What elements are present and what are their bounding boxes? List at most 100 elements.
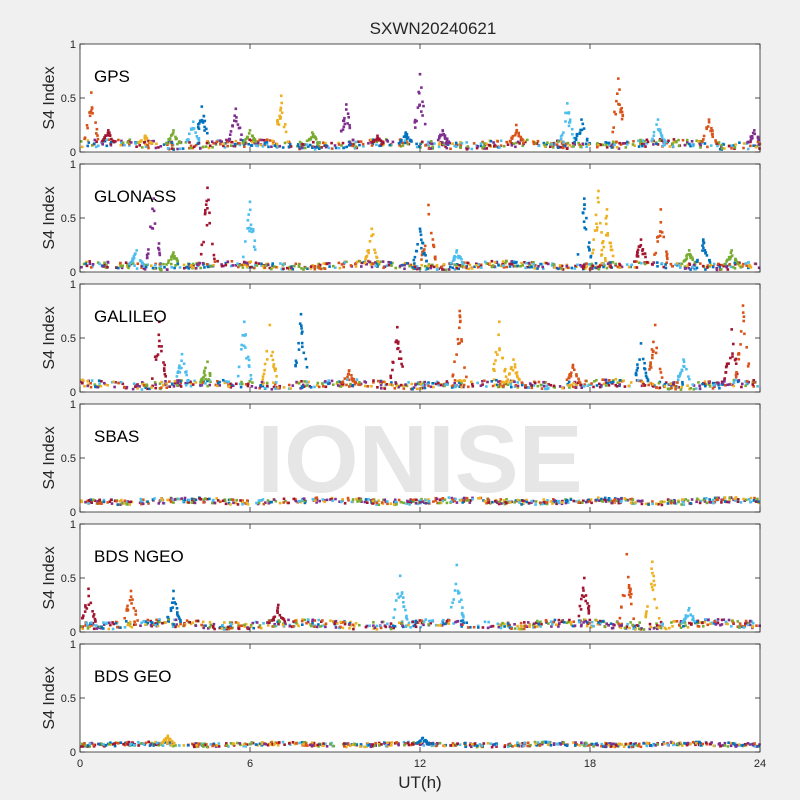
data-point — [369, 499, 373, 502]
data-point — [309, 136, 313, 139]
data-point — [313, 264, 317, 268]
data-point — [235, 116, 238, 119]
data-point — [512, 358, 515, 361]
data-point — [718, 263, 722, 267]
data-point — [173, 382, 177, 385]
data-point — [496, 145, 499, 149]
data-point — [724, 384, 727, 387]
data-point — [389, 622, 393, 625]
data-point — [416, 243, 419, 246]
data-point — [402, 384, 405, 387]
data-point — [516, 375, 519, 379]
system-label: BDS NGEO — [94, 547, 184, 566]
data-point — [146, 618, 150, 622]
data-point — [728, 383, 731, 386]
data-point — [427, 203, 430, 207]
data-point — [265, 138, 269, 141]
data-point — [95, 627, 99, 630]
data-point — [461, 619, 465, 622]
data-point — [584, 142, 588, 146]
data-point — [292, 620, 295, 623]
data-point — [685, 257, 689, 260]
data-point — [587, 610, 591, 613]
data-point — [584, 227, 588, 231]
data-point — [690, 498, 694, 501]
data-point — [652, 579, 656, 583]
data-point — [655, 142, 658, 146]
data-point — [486, 626, 490, 630]
data-point — [700, 141, 704, 145]
data-point — [459, 623, 463, 626]
data-point — [92, 623, 95, 627]
data-point — [508, 381, 512, 384]
data-point — [119, 381, 123, 384]
data-point — [637, 139, 640, 143]
data-point — [540, 622, 543, 626]
data-point — [272, 381, 275, 384]
data-point — [128, 262, 132, 266]
data-point — [653, 597, 656, 601]
data-point — [249, 374, 253, 377]
data-point — [351, 498, 355, 501]
data-point — [606, 262, 610, 266]
data-point — [248, 229, 251, 233]
data-point — [246, 219, 250, 222]
data-point — [337, 146, 341, 150]
data-point — [384, 625, 388, 629]
data-point — [485, 262, 488, 265]
data-point — [536, 267, 539, 270]
data-point — [96, 261, 100, 264]
data-point — [605, 622, 608, 625]
data-point — [283, 620, 287, 623]
data-point — [167, 259, 170, 262]
data-point — [697, 625, 701, 628]
data-point — [103, 136, 107, 140]
data-point — [698, 142, 702, 145]
data-point — [565, 147, 569, 150]
data-point — [600, 248, 604, 252]
data-point — [260, 380, 264, 384]
y-tick-label: 1 — [70, 279, 76, 291]
data-point — [241, 334, 245, 337]
data-point — [369, 263, 373, 266]
y-tick-label: 0 — [70, 627, 76, 639]
data-point — [192, 264, 195, 267]
data-point — [271, 266, 274, 269]
data-point — [176, 384, 179, 387]
data-point — [87, 141, 91, 144]
data-point — [176, 611, 179, 614]
data-point — [719, 744, 723, 748]
data-point — [395, 339, 398, 342]
data-point — [347, 369, 351, 372]
data-point — [585, 216, 588, 220]
data-point — [447, 140, 451, 143]
data-point — [575, 132, 579, 136]
data-point — [579, 383, 582, 387]
data-point — [191, 621, 194, 624]
data-point — [530, 499, 534, 503]
data-point — [732, 144, 735, 147]
data-point — [551, 502, 554, 505]
data-point — [513, 133, 517, 137]
data-point — [388, 143, 392, 147]
data-point — [184, 370, 187, 374]
y-axis-label: S4 Index — [41, 546, 58, 609]
data-point — [301, 345, 304, 349]
data-point — [341, 382, 345, 386]
data-point — [637, 245, 641, 248]
data-point — [241, 382, 244, 386]
data-point — [645, 142, 649, 145]
data-point — [402, 596, 405, 599]
data-point — [481, 146, 484, 149]
data-point — [745, 379, 749, 383]
data-point — [601, 619, 605, 623]
data-point — [582, 220, 586, 223]
data-point — [239, 138, 243, 142]
data-point — [746, 742, 750, 745]
data-point — [716, 498, 720, 501]
data-point — [397, 346, 400, 350]
data-point — [253, 138, 257, 141]
data-point — [454, 384, 457, 387]
data-point — [459, 146, 462, 149]
data-point — [178, 617, 181, 620]
